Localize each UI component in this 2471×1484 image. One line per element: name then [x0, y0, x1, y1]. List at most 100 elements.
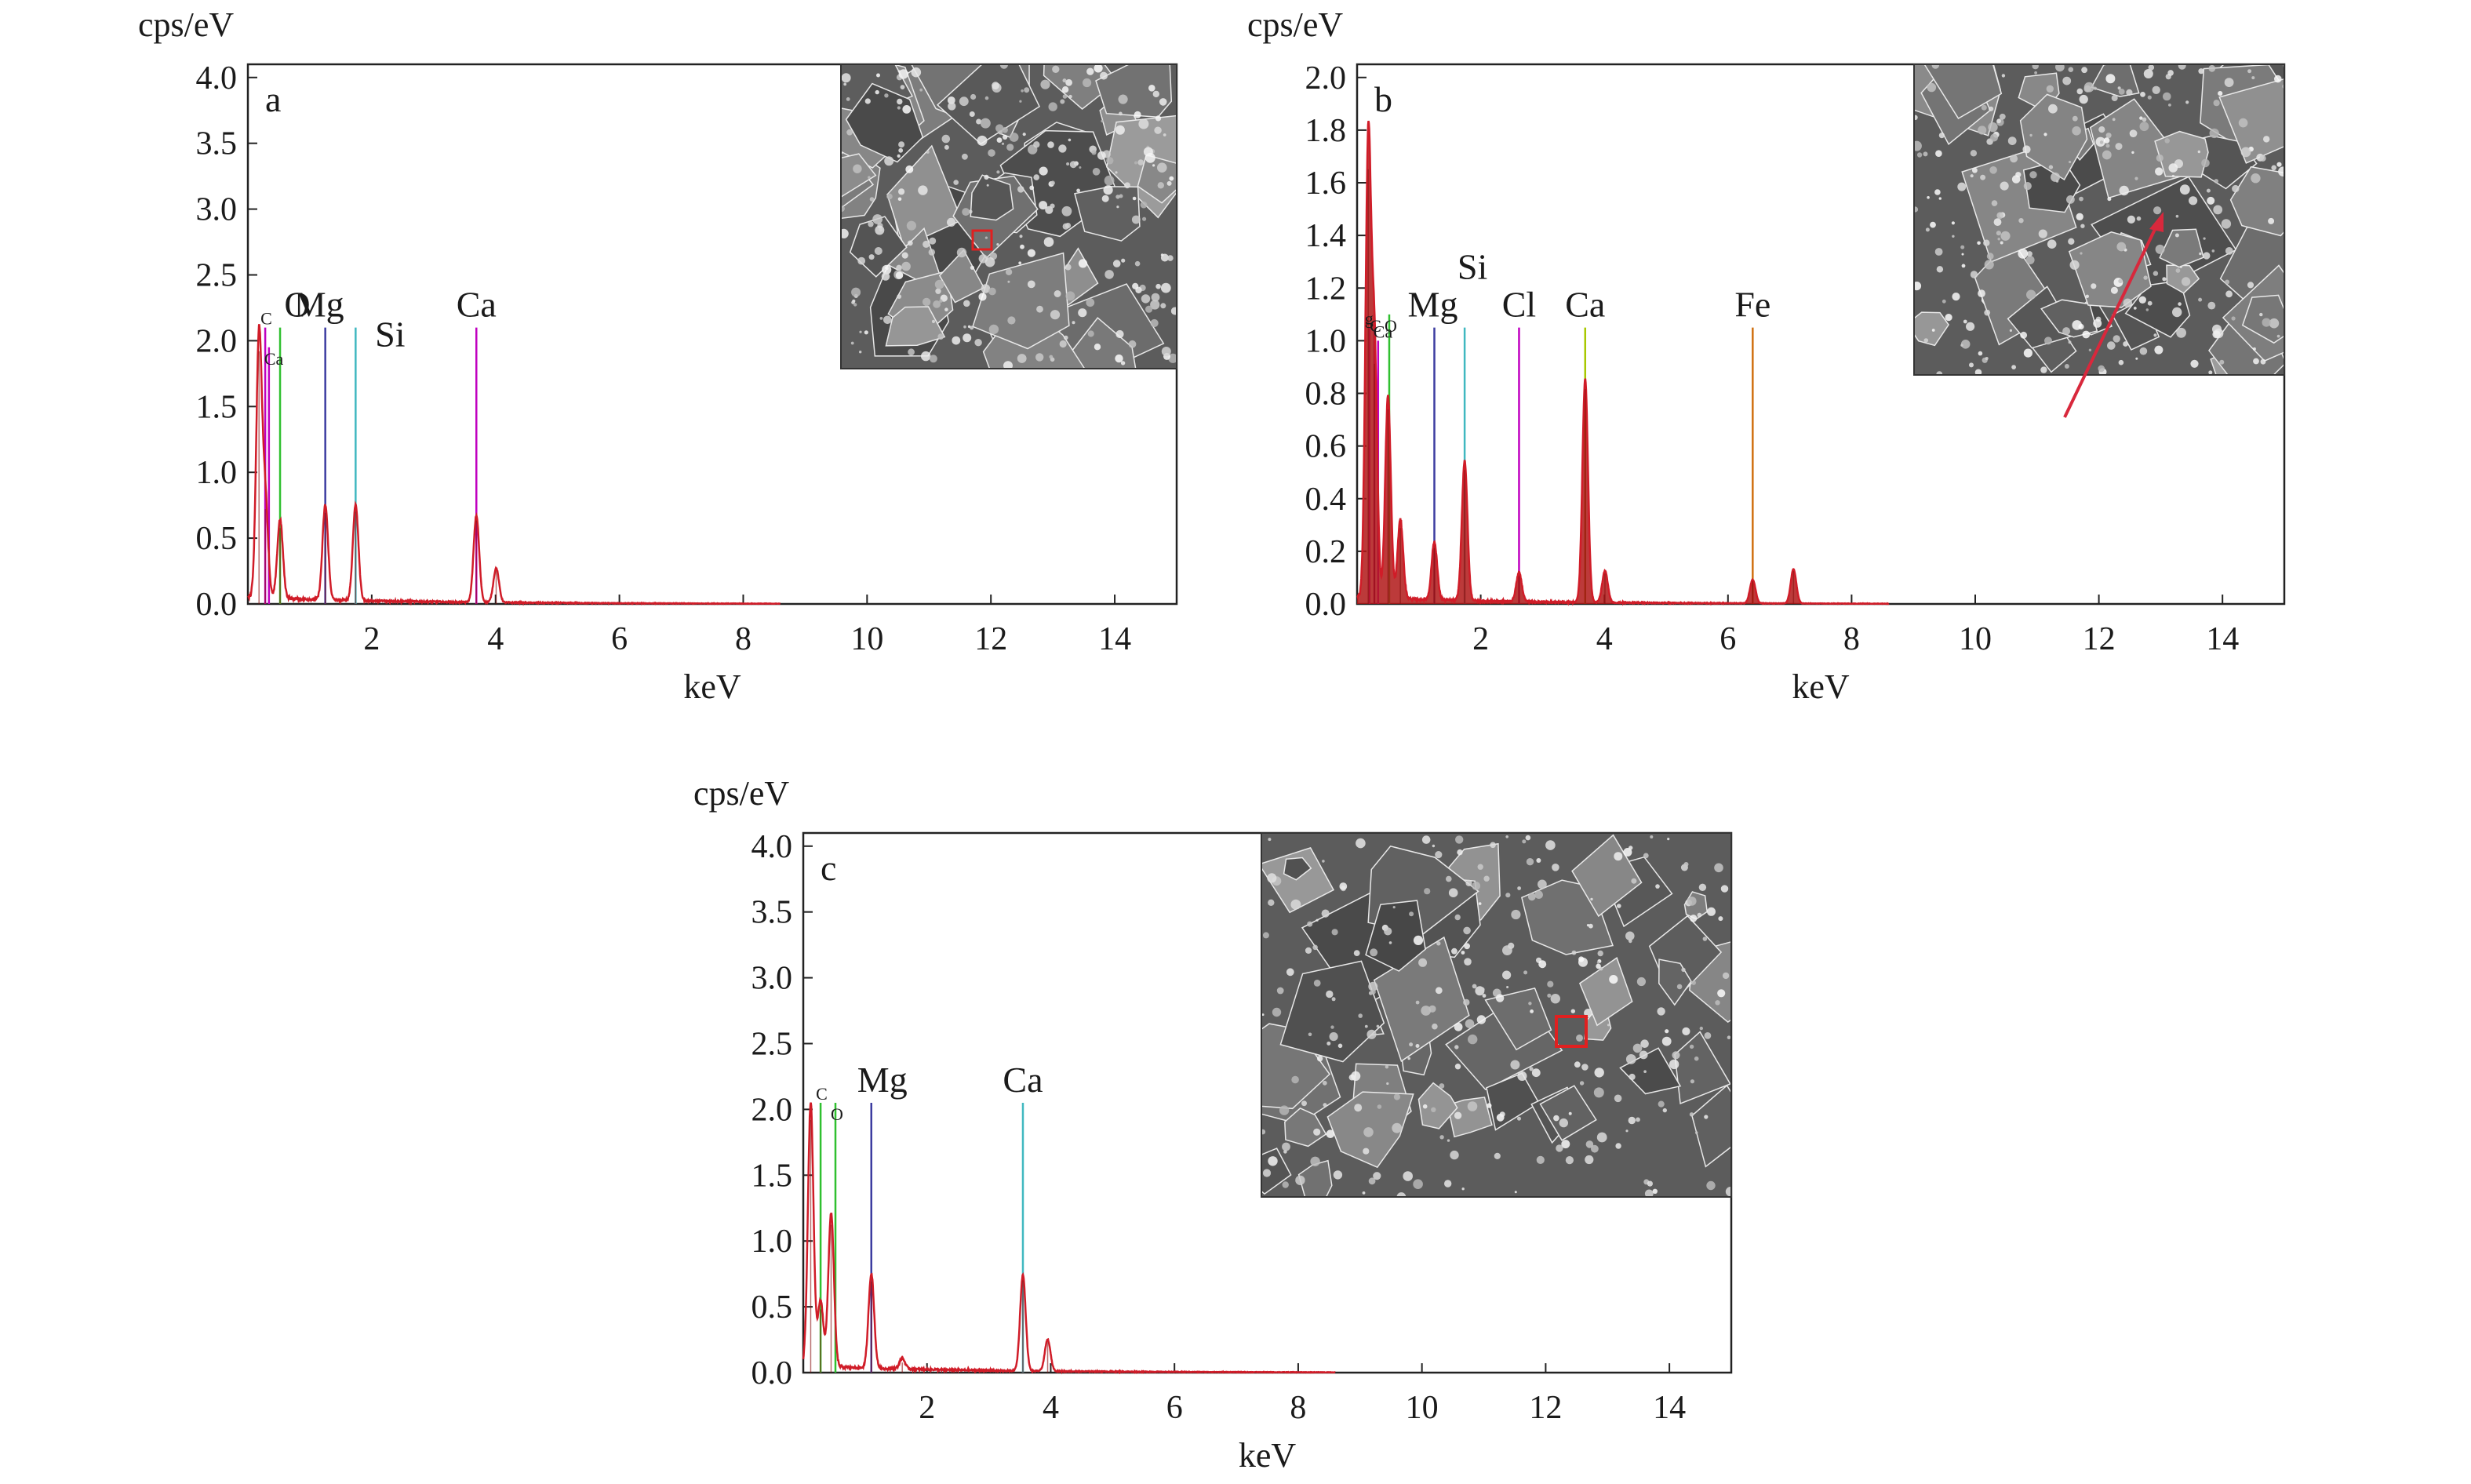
sem-particle	[1020, 244, 1024, 249]
sem-particle	[2062, 327, 2071, 336]
sem-crystal	[2019, 93, 2088, 181]
sem-particle	[2156, 154, 2163, 162]
sem-particle	[841, 206, 845, 212]
sem-particle	[1978, 289, 1985, 297]
sem-particle	[2225, 290, 2233, 298]
sem-particle	[1978, 125, 1987, 135]
sem-particle	[868, 176, 871, 179]
sem-particle	[2142, 117, 2147, 122]
sem-particle	[1472, 984, 1477, 989]
sem-particle	[1101, 119, 1104, 123]
element-label-c: C	[260, 309, 272, 329]
sem-particle	[1160, 253, 1164, 256]
y-tick-label: 2.5	[751, 1026, 793, 1062]
y-tick-label: 3.5	[196, 126, 238, 162]
x-tick-label: 4	[487, 621, 504, 657]
sem-particle	[1021, 89, 1024, 93]
sem-particle	[1326, 1041, 1331, 1046]
sem-particle	[1134, 161, 1137, 165]
sem-particle	[2026, 289, 2036, 300]
sem-particle	[1448, 888, 1458, 897]
sem-particle	[918, 185, 928, 195]
sem-particle	[2231, 316, 2236, 321]
element-label-ca: Ca	[1565, 285, 1605, 325]
sem-particle	[1134, 111, 1141, 118]
sem-particle	[2099, 140, 2104, 144]
sem-particle	[853, 303, 857, 307]
sem-particle	[1272, 1007, 1282, 1017]
y-tick-label: 1.5	[751, 1158, 793, 1194]
sem-particle	[864, 330, 868, 335]
element-label-c: C	[816, 1084, 828, 1104]
sem-particle	[1086, 67, 1094, 75]
sem-particle	[2020, 331, 2028, 339]
sem-particle	[1691, 980, 1697, 985]
x-tick-label: 2	[363, 621, 380, 657]
sem-particle	[2015, 172, 2022, 178]
sem-particle	[897, 294, 902, 299]
sem-particle	[1614, 852, 1623, 861]
sem-particle	[1166, 180, 1172, 186]
sem-particle	[1373, 1172, 1381, 1180]
sem-particle	[2199, 252, 2202, 256]
sem-particle	[2111, 288, 2116, 293]
sem-particle	[2179, 265, 2182, 268]
sem-particle	[2062, 76, 2072, 85]
sem-particle	[2118, 359, 2124, 366]
sem-particle	[895, 271, 904, 279]
sem-particle	[2176, 327, 2187, 338]
sem-particle	[1104, 175, 1115, 186]
sem-particle	[963, 300, 970, 307]
sem-particle	[2218, 91, 2223, 96]
sem-particle	[1384, 927, 1392, 936]
sem-particle	[953, 180, 959, 185]
sem-particle	[1588, 923, 1593, 929]
sem-particle	[1134, 260, 1141, 267]
sem-particle	[1148, 85, 1155, 92]
x-tick-label: 14	[2206, 621, 2239, 657]
sem-particle	[1368, 981, 1378, 991]
sem-particle	[947, 217, 956, 227]
sem-particle	[1262, 932, 1269, 939]
sem-crystal	[1484, 988, 1552, 1051]
sem-particle	[1170, 307, 1177, 315]
element-label-o: O	[1385, 316, 1397, 336]
sem-particle	[1120, 361, 1126, 366]
sem-particle	[1553, 1115, 1559, 1122]
sem-particle	[902, 105, 912, 114]
red-arrowhead	[2149, 212, 2163, 232]
sem-particle	[1086, 298, 1095, 307]
sem-particle	[1665, 1029, 1669, 1034]
sem-particle	[2023, 348, 2032, 358]
sem-particle	[1002, 127, 1008, 133]
sem-particle	[1977, 241, 1981, 246]
sem-particle	[1552, 864, 1559, 871]
sem-particle	[923, 240, 930, 248]
sem-particle	[1650, 835, 1654, 838]
sem-particle	[1116, 206, 1119, 209]
sem-particle	[1370, 948, 1378, 957]
sem-particle	[1547, 993, 1552, 998]
sem-particle	[1282, 1142, 1290, 1151]
sem-particle	[1632, 1043, 1643, 1053]
sem-particle	[1061, 206, 1072, 216]
sem-particle	[1505, 893, 1511, 898]
sem-particle	[1942, 299, 1946, 304]
sem-particle	[2029, 171, 2037, 179]
sem-particle	[1935, 150, 1942, 157]
sem-particle	[1268, 838, 1272, 842]
sem-particle	[2262, 318, 2271, 327]
sem-particle	[1124, 182, 1130, 189]
sem-particle	[1058, 144, 1067, 153]
sem-particle	[2206, 188, 2211, 193]
sem-particle	[1990, 133, 1998, 142]
sem-particle	[2274, 75, 2282, 83]
y-tick-label: 4.0	[751, 829, 793, 865]
sem-particle	[901, 252, 908, 259]
sem-particle	[1702, 937, 1708, 941]
sem-particle	[2133, 307, 2137, 310]
sem-particle	[2167, 70, 2174, 76]
sem-particle	[1483, 875, 1490, 882]
sem-particle	[1455, 835, 1464, 844]
sem-particle	[1997, 238, 2000, 241]
